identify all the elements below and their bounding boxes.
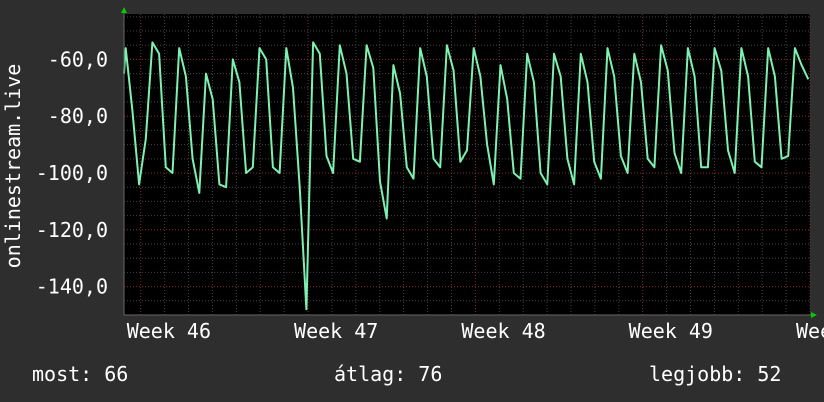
- stat-best-label: legjobb:: [649, 362, 746, 386]
- y-tick-label: -100,0: [36, 161, 108, 185]
- stat-average-value: 76: [418, 362, 443, 386]
- series-line: [123, 41, 810, 311]
- x-tick-label: Week 47: [294, 319, 378, 343]
- y-tick-label: -80,0: [48, 104, 108, 128]
- axes: -60,0 -80,0 -100,0 -120,0 -140,0 Week 46 Week …: [36, 7, 824, 343]
- x-tick-label: Week 46: [127, 319, 211, 343]
- stat-best-value: 52: [757, 362, 782, 386]
- x-tick-label: Week 48: [461, 319, 545, 343]
- y-axis-arrow-icon: [121, 7, 127, 13]
- x-tick-label: Week 49: [629, 319, 713, 343]
- stat-current-label: most:: [32, 362, 93, 386]
- stat-current: most: 66: [32, 362, 128, 386]
- plot-background: [124, 14, 810, 315]
- chart: -60,0 -80,0 -100,0 -120,0 -140,0 Week 46 Week …: [1, 7, 824, 343]
- stat-current-value: 66: [104, 362, 129, 386]
- series-layer: [123, 41, 810, 311]
- y-tick-label: -60,0: [48, 47, 108, 71]
- stat-average: átlag: 76: [334, 362, 442, 386]
- x-tick-label: Week 50: [796, 319, 824, 343]
- x-axis-arrow-icon: [811, 312, 817, 318]
- y-tick-label: -120,0: [36, 218, 108, 242]
- stat-average-label: átlag:: [334, 362, 407, 386]
- y-tick-label: -140,0: [36, 275, 108, 299]
- stat-best: legjobb: 52: [649, 362, 781, 386]
- y-axis-label: onlinestream.live: [1, 64, 25, 269]
